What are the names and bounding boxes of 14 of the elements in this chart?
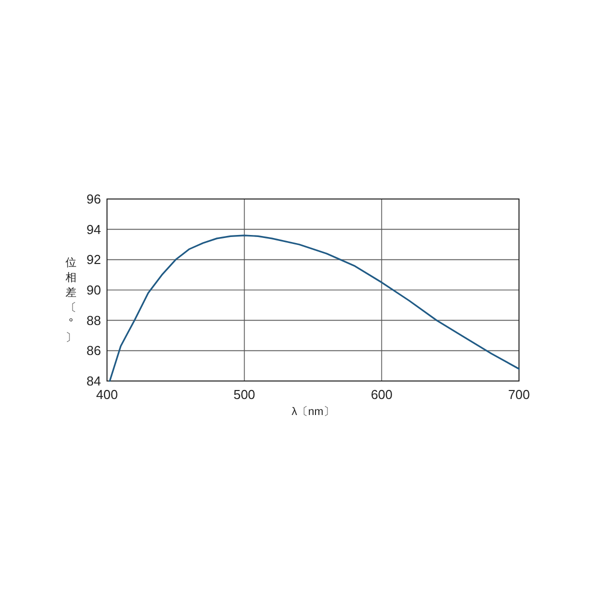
y-axis-title: 位相差〔°〕 — [66, 257, 76, 344]
y-tick-label: 90 — [86, 282, 101, 298]
y-tick-label: 86 — [86, 343, 101, 358]
x-axis-title: λ〔nm〕 — [292, 406, 334, 418]
y-tick-label: 88 — [86, 312, 101, 328]
y-tick-label: 84 — [86, 374, 101, 389]
line-series — [108, 234, 520, 382]
y-tick-label: 94 — [86, 222, 101, 237]
x-tick-label: 600 — [370, 387, 393, 402]
x-tick-label: 500 — [233, 387, 256, 402]
x-tick-label: 700 — [508, 387, 530, 402]
y-tick-label: 92 — [86, 252, 101, 268]
y-tick-label: 96 — [86, 192, 101, 207]
x-tick-label: 400 — [96, 387, 118, 402]
